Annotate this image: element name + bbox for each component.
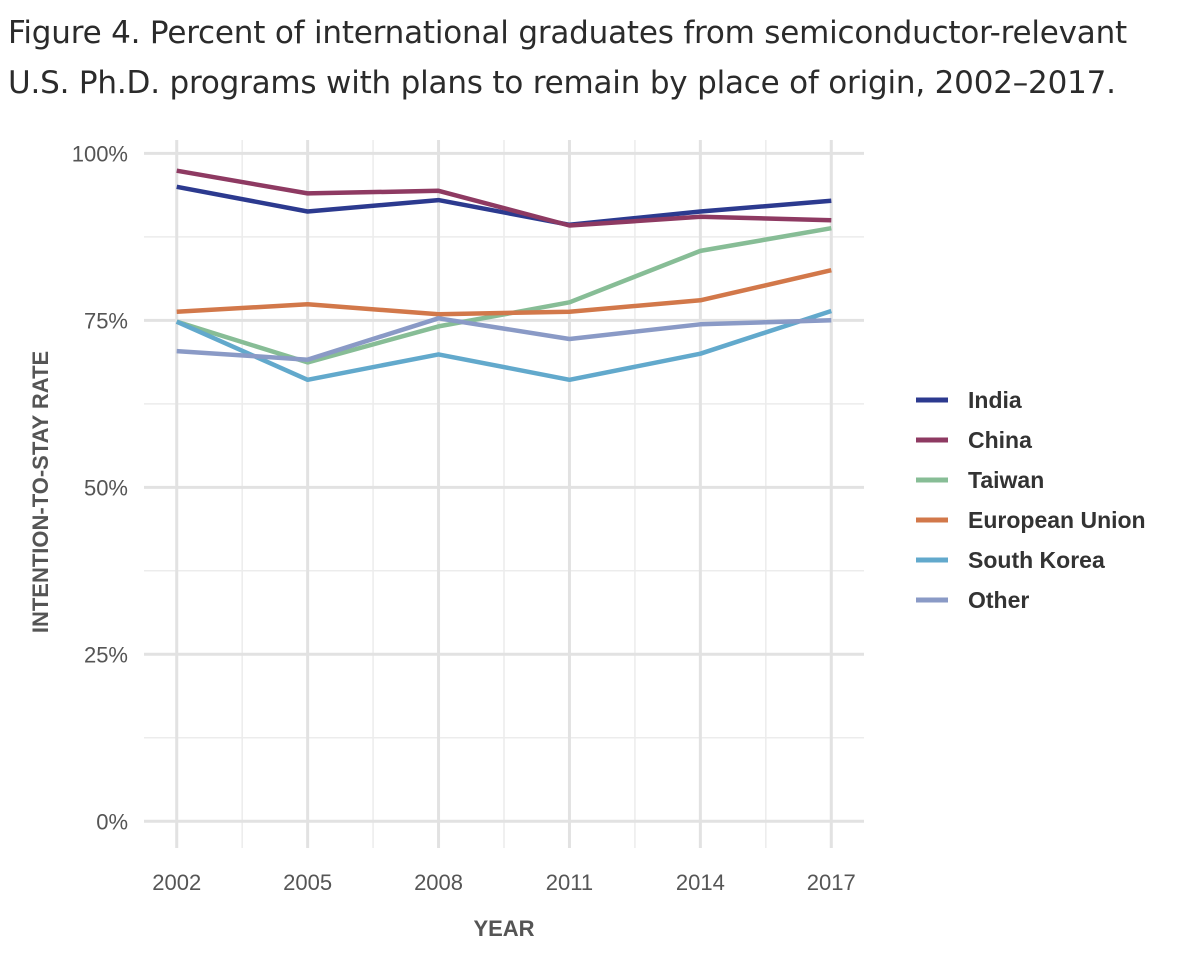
- x-tick-label: 2002: [152, 870, 201, 895]
- series-lines: [175, 168, 832, 383]
- series-line-india: [176, 184, 832, 228]
- series-line-european-union: [176, 268, 832, 317]
- legend-label-taiwan: Taiwan: [968, 467, 1044, 493]
- chart-title-line-2: U.S. Ph.D. programs with plans to remain…: [8, 65, 1116, 101]
- y-tick-label: 75%: [84, 308, 128, 333]
- y-tick-label: 0%: [96, 809, 128, 834]
- x-axis-title: YEAR: [473, 916, 534, 941]
- legend-label-india: India: [968, 387, 1022, 413]
- y-tick-label: 25%: [84, 642, 128, 667]
- grid: [144, 140, 864, 848]
- x-tick-label: 2008: [414, 870, 463, 895]
- series-line-china: [176, 168, 832, 228]
- y-tick-label: 50%: [84, 475, 128, 500]
- x-tick-label: 2011: [546, 870, 593, 895]
- x-axis-ticks: 2002 2005 2008 2011 2014 2017: [152, 870, 855, 895]
- y-axis-title: INTENTION-TO-STAY RATE: [28, 351, 53, 633]
- x-tick-label: 2017: [807, 870, 856, 895]
- x-tick-label: 2014: [676, 870, 725, 895]
- legend-label-south-korea: South Korea: [968, 547, 1105, 573]
- y-axis-ticks: 0% 25% 50% 75% 100%: [72, 141, 128, 834]
- legend-label-european-union: European Union: [968, 507, 1146, 533]
- series-line-south-korea: [175, 308, 832, 383]
- legend: India China Taiwan European Union South Kore…: [916, 387, 1146, 613]
- y-tick-label: 100%: [72, 141, 128, 166]
- legend-label-china: China: [968, 427, 1032, 453]
- series-line-other: [176, 316, 832, 362]
- legend-label-other: Other: [968, 587, 1029, 613]
- chart-title-line-1: Figure 4. Percent of international gradu…: [8, 15, 1128, 51]
- x-tick-label: 2005: [283, 870, 332, 895]
- chart-title: Figure 4. Percent of international gradu…: [8, 8, 1183, 108]
